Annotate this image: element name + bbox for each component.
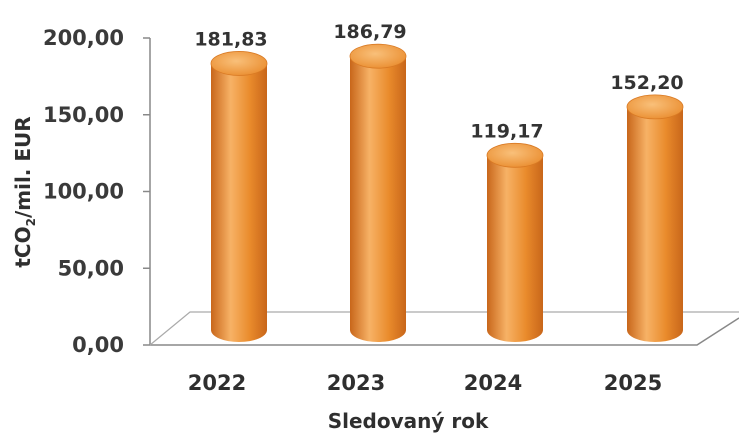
y-axis-ticks: 0,00 50,00 100,00 150,00 200,00 <box>43 26 150 357</box>
bar-series <box>210 43 684 342</box>
y-tick-label: 100,00 <box>43 180 124 204</box>
x-tick-label: 2024 <box>464 371 522 395</box>
bar <box>626 94 684 342</box>
bar-top <box>210 51 268 76</box>
x-axis-ticks: 2022 2023 2024 2025 <box>188 371 662 395</box>
data-label: 119,17 <box>470 120 543 142</box>
data-label: 186,79 <box>333 21 406 43</box>
y-axis-title-suffix: /mil. EUR <box>11 116 35 218</box>
bar <box>349 43 407 342</box>
x-tick-label: 2025 <box>604 371 662 395</box>
bar <box>210 51 268 342</box>
bar-body <box>487 155 543 342</box>
y-axis-title-main: tCO <box>11 226 35 267</box>
x-axis-title: Sledovaný rok <box>328 409 489 433</box>
y-axis-title: tCO2/mil. EUR <box>11 116 38 267</box>
y-tick-label: 50,00 <box>58 256 124 280</box>
bar-body <box>627 106 683 342</box>
bar <box>486 142 544 342</box>
y-axis-title-subscript: 2 <box>24 218 38 226</box>
bar-body <box>350 56 406 342</box>
data-label: 181,83 <box>194 28 267 50</box>
y-tick-label: 0,00 <box>72 333 124 357</box>
data-labels: 181,83 186,79 119,17 152,20 <box>194 21 683 142</box>
bar-body <box>211 63 267 342</box>
data-label: 152,20 <box>610 72 683 94</box>
x-tick-label: 2023 <box>327 371 385 395</box>
bar-top <box>349 43 407 69</box>
y-tick-label: 200,00 <box>43 26 124 50</box>
bar-top <box>486 142 544 168</box>
bar-top <box>626 94 684 120</box>
floor-plane <box>150 317 739 346</box>
x-tick-label: 2022 <box>188 371 246 395</box>
floor-back-edge <box>149 311 739 346</box>
y-tick-label: 150,00 <box>43 103 124 127</box>
